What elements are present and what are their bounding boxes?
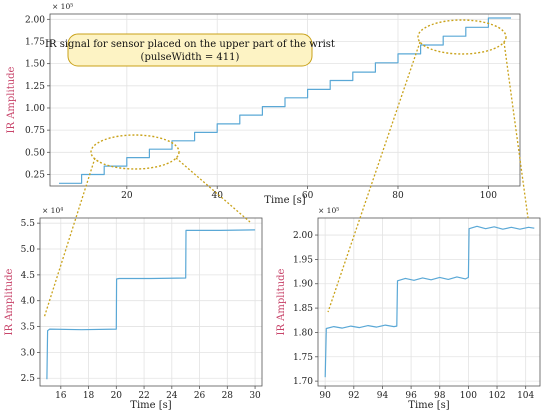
x-tick-label: 30 xyxy=(249,391,261,401)
x-tick-label: 100 xyxy=(480,191,497,201)
x-axis-label: Time [s] xyxy=(408,400,449,411)
x-tick-label: 92 xyxy=(348,391,359,401)
annotation-line1: IR signal for sensor placed on the upper… xyxy=(45,39,335,50)
x-tick-label: 96 xyxy=(405,391,417,401)
y-axis-label: IR Amplitude xyxy=(276,268,287,335)
main-chart: 20 40 60 80 100 0.25 0.50 0.75 1.00 1.25 1.50 1.75 2… xyxy=(6,2,521,206)
zoom-guides xyxy=(43,19,529,319)
series-line xyxy=(46,229,256,380)
y-tick-label: 0.50 xyxy=(25,148,45,158)
guide-line-right-b xyxy=(503,41,529,219)
y-tick-label: 1.70 xyxy=(293,377,313,387)
zoom-ellipse-left xyxy=(90,134,180,170)
x-axis-label: Time [s] xyxy=(130,400,171,411)
zoom-right-chart: 90 92 94 96 98 100 102 104 1.70 1.75 1.80 1.85 1.90 1… xyxy=(276,206,541,411)
zoom-ellipse-right xyxy=(417,19,507,55)
y-tick-label: 5.5 xyxy=(21,219,36,229)
plot-frame xyxy=(39,217,263,387)
x-tick-label: 20 xyxy=(121,191,133,201)
zoom-left-chart: 16 18 20 22 24 26 28 30 2.5 3.0 3.5 4.0 4.5 5.0 5.5 Tim… xyxy=(4,206,263,411)
x-tick-label: 104 xyxy=(517,391,534,401)
x-tick-label: 20 xyxy=(111,391,123,401)
x-axis-label: Time [s] xyxy=(264,195,305,206)
y-tick-label: 5.0 xyxy=(21,245,36,255)
y-axis-label: IR Amplitude xyxy=(6,66,17,133)
x-tick-label: 98 xyxy=(434,391,446,401)
y-axis-exponent: × 10⁴ xyxy=(42,206,63,215)
y-tick-label: 1.85 xyxy=(293,304,313,314)
x-tick-label: 100 xyxy=(460,391,477,401)
y-tick-label: 1.80 xyxy=(293,328,313,338)
annotation-line2: (pulseWidth = 411) xyxy=(141,52,240,63)
y-tick-label: 1.90 xyxy=(293,280,313,290)
y-tick-label: 3.0 xyxy=(21,348,36,358)
x-tick-label: 60 xyxy=(302,191,314,201)
y-tick-label: 1.75 xyxy=(25,37,45,47)
y-tick-label: 1.75 xyxy=(293,353,313,363)
x-tick-label: 18 xyxy=(83,391,95,401)
y-tick-label: 1.00 xyxy=(25,104,45,114)
guide-line-left-b xyxy=(175,157,251,223)
series-line xyxy=(59,17,511,184)
y-axis-exponent: × 10⁵ xyxy=(52,2,73,11)
y-tick-label: 3.5 xyxy=(21,323,36,333)
x-tick-label: 94 xyxy=(377,391,389,401)
y-tick-label: 1.25 xyxy=(25,82,45,92)
y-tick-label: 0.75 xyxy=(25,126,45,136)
x-tick-label: 40 xyxy=(211,191,223,201)
y-tick-label: 0.25 xyxy=(25,170,45,180)
annotation-box xyxy=(67,33,313,67)
x-tick-label: 16 xyxy=(55,391,67,401)
x-tick-label: 22 xyxy=(138,391,149,401)
guide-line-left-a xyxy=(43,157,96,319)
x-tick-label: 102 xyxy=(488,391,505,401)
y-tick-label: 2.00 xyxy=(25,15,45,25)
x-tick-label: 80 xyxy=(392,191,404,201)
plot-frame xyxy=(317,217,541,387)
annotation-callout: IR signal for sensor placed on the upper… xyxy=(45,33,335,67)
x-tick-label: 28 xyxy=(222,391,234,401)
y-axis-label: IR Amplitude xyxy=(4,268,15,335)
x-tick-label: 90 xyxy=(319,391,331,401)
guide-line-right-a xyxy=(327,41,421,313)
y-tick-label: 2.00 xyxy=(293,231,313,241)
y-tick-label: 1.50 xyxy=(25,60,45,70)
series-line xyxy=(324,225,535,378)
x-tick-label: 24 xyxy=(166,391,178,401)
y-tick-label: 4.0 xyxy=(21,297,36,307)
x-tick-label: 26 xyxy=(194,391,206,401)
y-axis-exponent: × 10⁵ xyxy=(318,206,339,215)
plot-frame xyxy=(49,13,521,187)
y-tick-label: 1.95 xyxy=(293,255,313,265)
y-tick-label: 4.5 xyxy=(21,271,36,281)
y-tick-label: 2.5 xyxy=(21,374,36,384)
